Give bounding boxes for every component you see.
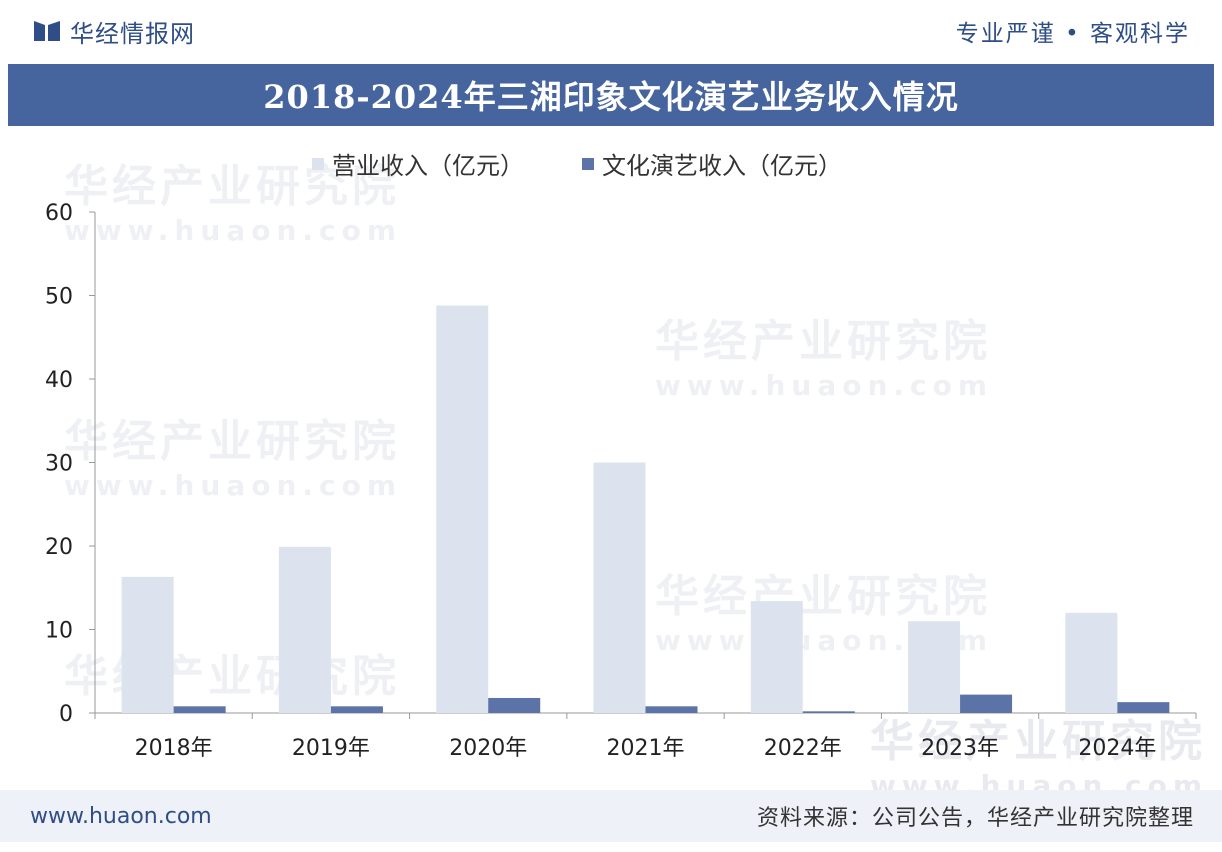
bar-performance-revenue: [802, 711, 855, 713]
bar-revenue: [436, 305, 489, 713]
bar-revenue: [908, 621, 961, 713]
legend: 营业收入（亿元） 文化演艺收入（亿元）: [312, 146, 900, 181]
bar-performance-revenue: [1117, 702, 1170, 713]
footer-source: 资料来源：公司公告，华经产业研究院整理: [756, 806, 1194, 831]
bar-performance-revenue: [488, 697, 541, 713]
bar-revenue: [593, 462, 646, 713]
footer-url: www.huaon.com: [30, 803, 212, 829]
legend-label-series1: 营业收入（亿元）: [332, 152, 524, 180]
legend-item-series2: 文化演艺收入（亿元）: [582, 146, 842, 181]
slogan: 专业严谨 • 客观科学: [955, 21, 1190, 47]
bar-revenue: [1065, 612, 1118, 713]
legend-label-series2: 文化演艺收入（亿元）: [602, 152, 842, 180]
bar-performance-revenue: [960, 694, 1013, 713]
bar-performance-revenue: [173, 706, 226, 713]
bar-performance-revenue: [645, 706, 698, 713]
x-tick-label: 2024年: [1078, 736, 1156, 761]
bar-revenue: [750, 601, 803, 713]
footer: www.huaon.com 资料来源：公司公告，华经产业研究院整理: [0, 790, 1222, 842]
legend-item-series1: 营业收入（亿元）: [312, 146, 524, 181]
bar-revenue: [278, 546, 331, 713]
y-tick-label: 60: [45, 201, 73, 226]
x-tick-label: 2019年: [292, 736, 370, 761]
legend-swatch-series2: [582, 157, 594, 170]
y-tick-label: 30: [45, 452, 73, 477]
y-tick-label: 50: [45, 285, 73, 310]
top-bar: 华经情报网 专业严谨 • 客观科学: [0, 0, 1222, 62]
y-tick-label: 40: [45, 368, 73, 393]
brand-logo-icon: [34, 21, 60, 41]
x-tick-label: 2020年: [449, 736, 527, 761]
bar-chart: 0 10 20 30 40 50 60 2018年 2019年 2020年 2021年 2022年 20…: [45, 201, 1197, 761]
x-tick-label: 2022年: [764, 736, 842, 761]
title-bar: 2018-2024年三湘印象文化演艺业务收入情况: [8, 64, 1214, 126]
y-tick-label: 10: [45, 619, 73, 644]
chart-title: 2018-2024年三湘印象文化演艺业务收入情况: [263, 78, 959, 116]
x-tick-label: 2018年: [135, 736, 213, 761]
y-tick-label: 0: [59, 702, 73, 727]
bar-revenue: [121, 576, 174, 713]
y-tick-label: 20: [45, 535, 73, 560]
bar-performance-revenue: [330, 706, 383, 713]
x-tick-label: 2023年: [921, 736, 999, 761]
legend-swatch-series1: [312, 157, 324, 170]
brand: 华经情报网: [34, 14, 195, 49]
x-tick-label: 2021年: [607, 736, 685, 761]
brand-name: 华经情报网: [70, 19, 195, 48]
